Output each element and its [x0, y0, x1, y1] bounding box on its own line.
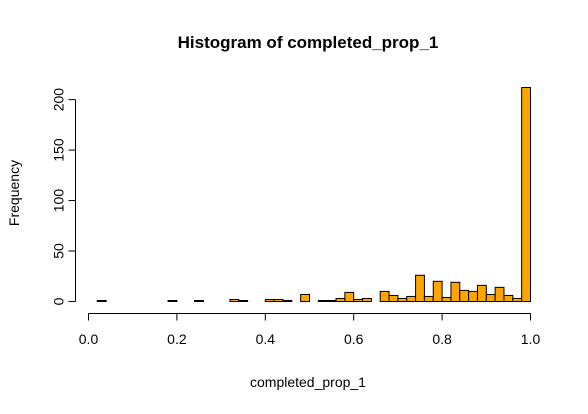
- y-tick-label: 200: [51, 88, 67, 112]
- x-axis-label: completed_prop_1: [250, 374, 366, 390]
- histogram-bar: [406, 295, 417, 302]
- histogram-bar: [167, 299, 178, 303]
- bars-group: [96, 87, 531, 303]
- histogram-bar: [194, 299, 204, 303]
- histogram-bar: [273, 298, 284, 303]
- histogram-bar: [485, 293, 496, 302]
- histogram-bar: [468, 290, 478, 303]
- x-tick-label: 1.0: [521, 331, 541, 347]
- histogram-bar: [441, 296, 452, 302]
- histogram-bar: [423, 295, 434, 302]
- histogram-bar: [503, 294, 514, 302]
- histogram-bar: [96, 299, 107, 303]
- histogram-bar: [353, 298, 364, 303]
- y-tick-label: 100: [51, 189, 67, 213]
- x-tick-label: 0.6: [344, 331, 364, 347]
- histogram-bar: [432, 280, 443, 302]
- histogram-bar: [397, 297, 408, 303]
- y-tick-label: 0: [51, 297, 67, 305]
- histogram-bar: [388, 294, 399, 302]
- histogram-bar: [229, 298, 240, 303]
- histogram-bar: [415, 274, 425, 303]
- y-axis: 0 50 100 150 200: [51, 88, 76, 305]
- histogram-bar: [512, 297, 523, 303]
- x-tick-label: 0.8: [432, 331, 452, 347]
- histogram-bar: [264, 298, 275, 303]
- x-tick-label: 0.2: [167, 331, 187, 347]
- histogram-bar: [362, 297, 372, 303]
- y-tick-label: 50: [51, 243, 67, 259]
- y-axis-label: Frequency: [6, 160, 22, 226]
- histogram-bar: [476, 284, 487, 303]
- x-tick-label: 0.4: [256, 331, 276, 347]
- histogram-bar: [450, 281, 461, 302]
- histogram-bar: [521, 87, 531, 302]
- histogram-bar: [300, 293, 311, 302]
- histogram-bar: [459, 289, 470, 303]
- histogram-bar: [317, 299, 328, 303]
- x-axis: 0.0 0.2 0.4 0.6 0.8 1.0: [79, 313, 541, 347]
- y-tick-label: 150: [51, 138, 67, 162]
- x-tick-label: 0.0: [79, 331, 99, 347]
- histogram-bar: [238, 299, 249, 303]
- histogram-bar: [326, 299, 337, 303]
- histogram-bar: [282, 299, 293, 303]
- histogram-bar: [344, 291, 355, 303]
- histogram-bar: [335, 297, 346, 303]
- histogram-bar: [379, 290, 390, 303]
- histogram-bar: [494, 286, 505, 302]
- chart-title: Histogram of completed_prop_1: [178, 33, 439, 52]
